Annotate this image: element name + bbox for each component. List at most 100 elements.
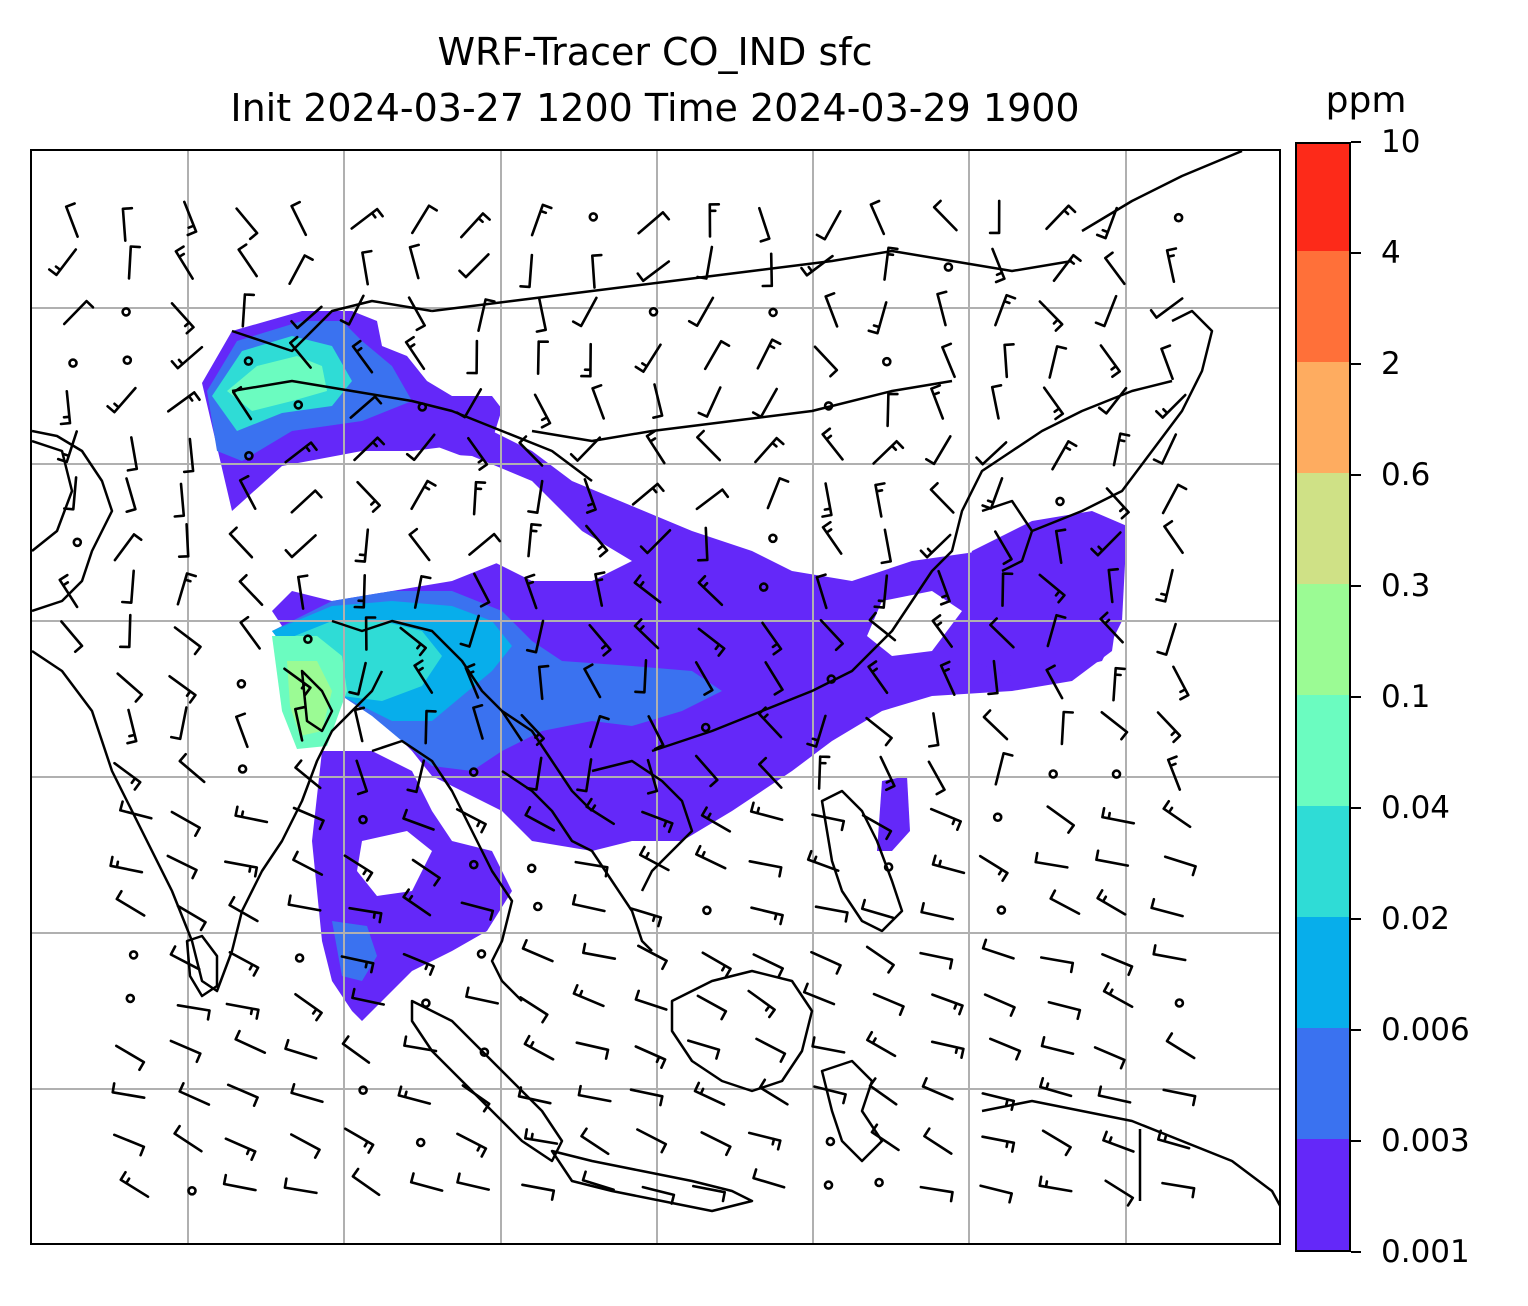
wind-barb (981, 1092, 1016, 1111)
calm-wind-circle (468, 859, 479, 870)
wind-barb (297, 574, 309, 610)
wind-barb (1107, 567, 1119, 604)
colorbar-tick-label: 2 (1381, 346, 1401, 382)
wind-barb (523, 1034, 555, 1061)
wind-barb (757, 706, 783, 739)
calm-wind-circle (294, 953, 305, 963)
wind-barb (222, 1173, 257, 1192)
wind-barb (867, 660, 889, 695)
wind-barb (572, 984, 605, 1008)
wind-barb (1163, 520, 1184, 554)
wind-barb (524, 1128, 559, 1145)
wind-barb (238, 474, 257, 510)
coast-vietnam (591, 759, 694, 892)
calm-wind-circle (825, 1136, 836, 1147)
wind-barb (170, 302, 195, 335)
wind-barb (169, 945, 201, 971)
plume-east (952, 511, 1127, 676)
wind-barb (455, 808, 487, 834)
wind-barb (109, 855, 144, 874)
wind-barb (1045, 204, 1077, 231)
colorbar-tick (1351, 918, 1361, 920)
wind-barb (865, 945, 895, 974)
calm-wind-circle (187, 1186, 197, 1196)
colorbar-segment (1297, 250, 1349, 362)
wind-barb (1112, 432, 1131, 467)
wind-barb (861, 814, 893, 841)
calm-wind-circle (244, 450, 254, 461)
wind-barb (582, 942, 617, 960)
wind-barb (174, 245, 194, 280)
wind-barb (119, 613, 132, 649)
wind-barb (339, 294, 365, 326)
wind-barb (1096, 889, 1127, 916)
wind-barb (397, 1085, 432, 1105)
wind-barb (348, 906, 383, 924)
wind-barb (923, 1127, 953, 1155)
wind-barb (975, 441, 1008, 466)
wind-barb (697, 627, 726, 657)
wind-barb (456, 1172, 490, 1191)
wind-barb (989, 617, 1015, 649)
wind-barb (991, 247, 1006, 284)
wind-barb (703, 339, 731, 371)
wind-barb (460, 901, 495, 921)
wind-barb (399, 626, 427, 657)
wind-barb (1102, 1130, 1135, 1153)
wind-barb (869, 199, 886, 236)
wind-barb (351, 987, 385, 1006)
wind-barb (527, 523, 542, 558)
wind-barb (594, 571, 606, 607)
wind-barb (119, 1170, 150, 1198)
calm-wind-circle (588, 212, 599, 222)
wind-barb (355, 759, 369, 796)
wind-barb (458, 253, 490, 279)
wind-barb (361, 249, 373, 286)
wind-barb (994, 530, 1013, 566)
wind-barb (351, 1167, 381, 1197)
wind-barb (292, 850, 324, 876)
wind-barb (284, 1038, 318, 1060)
wind-barb (519, 253, 534, 289)
wind-barb (652, 383, 664, 419)
wind-barb (633, 574, 662, 604)
wind-barb (810, 950, 842, 975)
wind-barb (700, 1131, 732, 1157)
colorbar-tick-label: 0.006 (1381, 1012, 1470, 1048)
wind-barb (1105, 487, 1130, 520)
wind-barb (637, 211, 671, 235)
colorbar-segment (1297, 694, 1349, 806)
wind-barb (517, 1086, 552, 1105)
calm-wind-circle (768, 533, 778, 544)
border-mongolia (531, 379, 953, 443)
wind-barb (287, 894, 322, 912)
wind-barb (1152, 944, 1187, 962)
wind-barb (748, 860, 783, 878)
wind-barb (696, 429, 722, 462)
calm-wind-circle (415, 1137, 426, 1148)
wind-barb (747, 1131, 782, 1151)
wind-barb (228, 951, 260, 977)
wind-barb (927, 760, 946, 796)
wind-barb (636, 1128, 668, 1154)
wind-barb (629, 906, 663, 928)
wind-barb (636, 260, 671, 283)
calm-wind-circle (1048, 769, 1059, 779)
wind-barb (821, 427, 844, 461)
wind-barb (813, 1085, 847, 1105)
wind-barb (466, 339, 479, 375)
wind-barb (237, 243, 258, 278)
wind-barb (173, 482, 186, 518)
calm-wind-circle (943, 262, 954, 272)
wind-barb (1104, 251, 1126, 286)
wind-barb (1095, 849, 1130, 867)
calm-wind-circle (881, 356, 892, 367)
colorbar-tick (1351, 1029, 1361, 1031)
colorbar-unit: ppm (1325, 80, 1407, 121)
colorbar-tick (1351, 1251, 1361, 1253)
wind-barb (460, 212, 491, 239)
wind-barb (465, 986, 499, 1005)
map-panel[interactable] (30, 149, 1281, 1245)
wind-barb (234, 1029, 267, 1054)
wind-barb (520, 713, 545, 746)
